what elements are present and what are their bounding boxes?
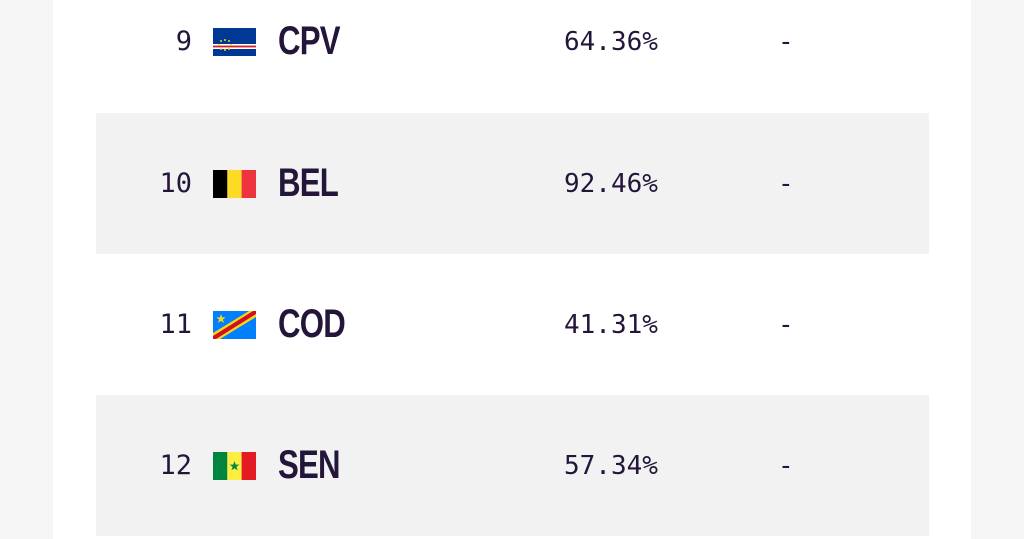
country-code: CPV <box>278 19 341 63</box>
country-code: COD <box>278 302 346 346</box>
percentage-value: 41.31% <box>564 309 658 340</box>
rank-number: 9 <box>175 26 192 57</box>
change-indicator: - <box>778 168 794 199</box>
dr-congo-flag-icon <box>213 310 256 339</box>
table-row[interactable]: 12 SEN 57.34% - <box>96 395 929 536</box>
ranking-table: 9 CPV 64.36% - 10 <box>53 0 971 539</box>
cape-verde-flag-icon <box>213 27 256 56</box>
rank-number: 12 <box>159 450 192 481</box>
rank-number: 11 <box>159 309 192 340</box>
country-code: BEL <box>278 161 339 205</box>
change-indicator: - <box>778 26 794 57</box>
table-row[interactable]: 11 COD 41.31% - <box>96 254 929 395</box>
senegal-flag-icon <box>213 451 256 480</box>
belgium-flag-icon <box>213 169 256 198</box>
percentage-value: 57.34% <box>564 450 658 481</box>
country-code: SEN <box>278 443 341 487</box>
table-row[interactable]: 10 BEL 92.46% - <box>96 113 929 254</box>
change-indicator: - <box>778 450 794 481</box>
percentage-value: 64.36% <box>564 26 658 57</box>
table-row[interactable]: 9 CPV 64.36% - <box>96 0 929 112</box>
change-indicator: - <box>778 309 794 340</box>
percentage-value: 92.46% <box>564 168 658 199</box>
rank-number: 10 <box>159 168 192 199</box>
